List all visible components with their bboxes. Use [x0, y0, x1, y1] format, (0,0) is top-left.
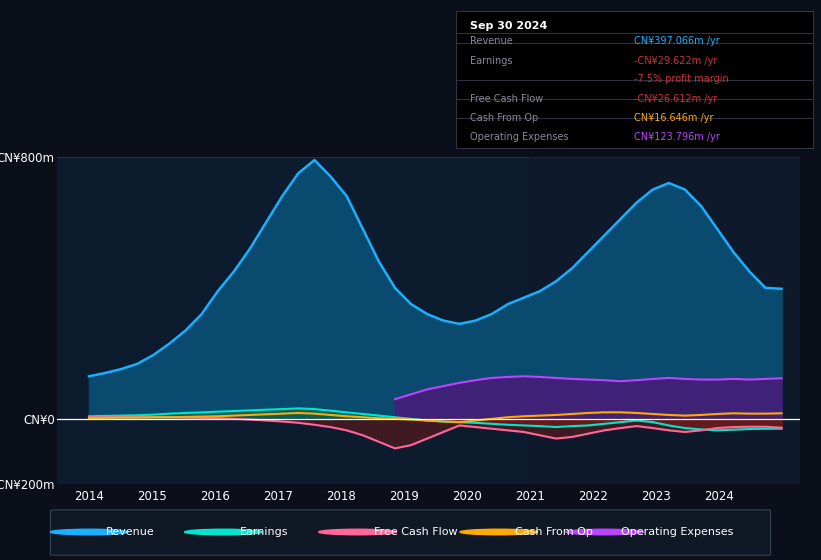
Text: Earnings: Earnings — [470, 57, 512, 67]
Text: Revenue: Revenue — [470, 36, 512, 46]
Text: Cash From Op: Cash From Op — [470, 113, 539, 123]
Text: Revenue: Revenue — [105, 527, 154, 537]
Bar — [530, 157, 800, 484]
Text: -CN¥26.612m /yr: -CN¥26.612m /yr — [635, 94, 718, 104]
Text: CN¥123.796m /yr: CN¥123.796m /yr — [635, 132, 720, 142]
Text: Earnings: Earnings — [240, 527, 288, 537]
Text: Free Cash Flow: Free Cash Flow — [374, 527, 457, 537]
Text: -CN¥29.622m /yr: -CN¥29.622m /yr — [635, 57, 718, 67]
Text: -7.5% profit margin: -7.5% profit margin — [635, 74, 729, 85]
Text: Operating Expenses: Operating Expenses — [470, 132, 569, 142]
Text: Sep 30 2024: Sep 30 2024 — [470, 21, 548, 31]
Text: CN¥16.646m /yr: CN¥16.646m /yr — [635, 113, 713, 123]
Text: CN¥397.066m /yr: CN¥397.066m /yr — [635, 36, 720, 46]
Circle shape — [566, 529, 644, 535]
FancyBboxPatch shape — [50, 510, 771, 555]
Text: Operating Expenses: Operating Expenses — [621, 527, 733, 537]
Circle shape — [50, 529, 128, 535]
Text: Free Cash Flow: Free Cash Flow — [470, 94, 544, 104]
Circle shape — [319, 529, 397, 535]
Circle shape — [460, 529, 538, 535]
Circle shape — [185, 529, 262, 535]
Text: Cash From Op: Cash From Op — [515, 527, 593, 537]
